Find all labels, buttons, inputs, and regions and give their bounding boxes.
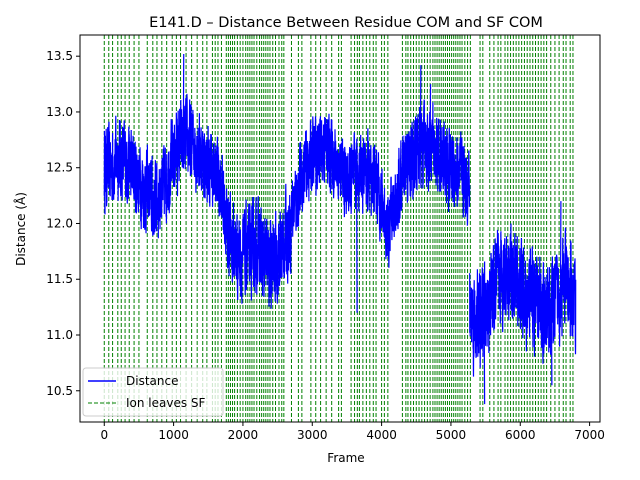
distance-segment-3 [387,99,471,268]
y-tick-label-0: 10.5 [46,384,73,398]
distance-segment-2 [290,113,390,260]
x-tick-label-4: 4000 [366,428,397,442]
x-tick-label-6: 6000 [505,428,536,442]
x-tick-label-2: 2000 [228,428,259,442]
y-tick-label-6: 13.5 [46,49,73,63]
y-tick-label-3: 12.0 [46,216,73,230]
y-tick-label-1: 11.0 [46,328,73,342]
distance-segment-1 [221,154,293,309]
legend: Distance Ion leaves SF [82,367,224,417]
ion-leaves-lines [103,35,574,422]
y-axis-ticks: 10.5 11.0 11.5 12.0 12.5 13.0 13.5 [46,49,80,398]
plot-frame [79,34,601,423]
x-tick-label-0: 0 [100,428,108,442]
legend-distance-label: Distance [126,374,178,388]
x-tick-label-1: 1000 [158,428,189,442]
x-axis-ticks: 0 1000 2000 3000 4000 5000 6000 7000 [100,422,605,442]
distance-segment-4 [469,227,577,377]
chart-title: E141.D – Distance Between Residue COM an… [149,15,543,31]
x-tick-label-3: 3000 [297,428,328,442]
legend-ion-label: Ion leaves SF [126,396,206,410]
x-tick-label-5: 5000 [436,428,467,442]
legend-box [82,367,224,417]
y-tick-label-4: 12.5 [46,161,73,175]
y-tick-label-2: 11.5 [46,272,73,286]
y-axis-label: Distance (Å) [13,192,28,266]
distance-series [103,53,577,405]
y-tick-label-5: 13.0 [46,105,73,119]
x-tick-label-7: 7000 [574,428,605,442]
distance-segment-0 [103,93,223,239]
x-axis-label: Frame [327,451,364,465]
